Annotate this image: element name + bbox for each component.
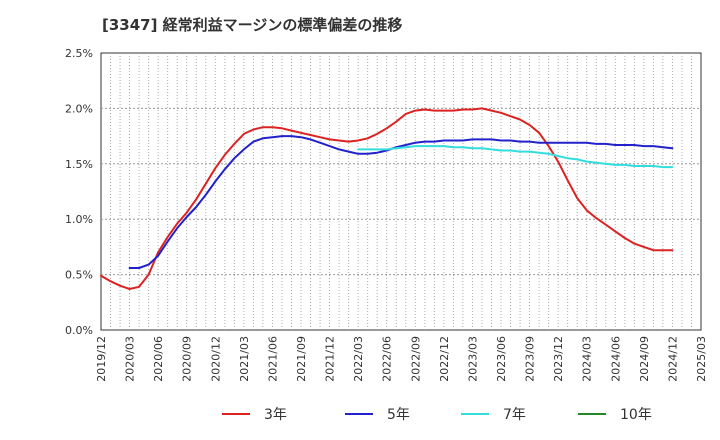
x-tick-label: 2021/09 — [295, 336, 308, 382]
x-tick-label: 2025/03 — [695, 336, 708, 382]
legend-label-1: 3年 — [264, 407, 287, 423]
x-tick-label: 2024/12 — [666, 336, 679, 382]
plot-frame — [100, 52, 702, 331]
legend: 3年 5年 7年 10年 — [222, 407, 652, 423]
x-tick-label: 2021/03 — [238, 336, 251, 382]
x-tick-label: 2021/12 — [324, 336, 337, 382]
x-tick-label: 2022/06 — [381, 336, 394, 382]
series-line-2 — [128, 135, 674, 269]
plot-area — [100, 52, 702, 331]
y-tick-label: 0.5% — [65, 269, 93, 282]
legend-label-4: 10年 — [620, 407, 652, 423]
series-line-3 — [357, 145, 674, 169]
x-tick-label: 2023/03 — [466, 336, 479, 382]
x-tick-label: 2022/03 — [352, 336, 365, 382]
y-tick-label: 1.0% — [65, 213, 93, 226]
x-tick-label: 2024/06 — [609, 336, 622, 382]
x-tick-label: 2023/06 — [495, 336, 508, 382]
x-tick-label: 2020/12 — [209, 336, 222, 382]
x-tick-label: 2022/12 — [438, 336, 451, 382]
y-tick-label: 2.0% — [65, 102, 93, 115]
x-tick-label: 2020/03 — [124, 336, 137, 382]
y-tick-label: 0.0% — [65, 324, 93, 337]
x-tick-label: 2021/06 — [266, 336, 279, 382]
legend-label-2: 5年 — [387, 407, 410, 423]
chart-title: [3347] 経常利益マージンの標準偏差の推移 — [102, 16, 403, 34]
x-tick-label: 2023/12 — [552, 336, 565, 382]
x-axis: 2019/12 2020/03 2020/06 2020/09 2020/12 2021/… — [95, 336, 708, 382]
series-line-1 — [100, 107, 674, 290]
x-tick-label: 2022/09 — [409, 336, 422, 382]
legend-label-3: 7年 — [503, 407, 526, 423]
series-layer — [100, 107, 674, 290]
y-tick-label: 2.5% — [65, 47, 93, 60]
x-tick-label: 2020/06 — [152, 336, 165, 382]
y-axis: 0.0% 0.5% 1.0% 1.5% 2.0% 2.5% — [65, 47, 93, 337]
x-tick-label: 2024/03 — [581, 336, 594, 382]
x-tick-label: 2019/12 — [95, 336, 108, 382]
y-tick-label: 1.5% — [65, 158, 93, 171]
x-tick-label: 2024/09 — [638, 336, 651, 382]
x-tick-label: 2020/09 — [181, 336, 194, 382]
x-tick-label: 2023/09 — [524, 336, 537, 382]
